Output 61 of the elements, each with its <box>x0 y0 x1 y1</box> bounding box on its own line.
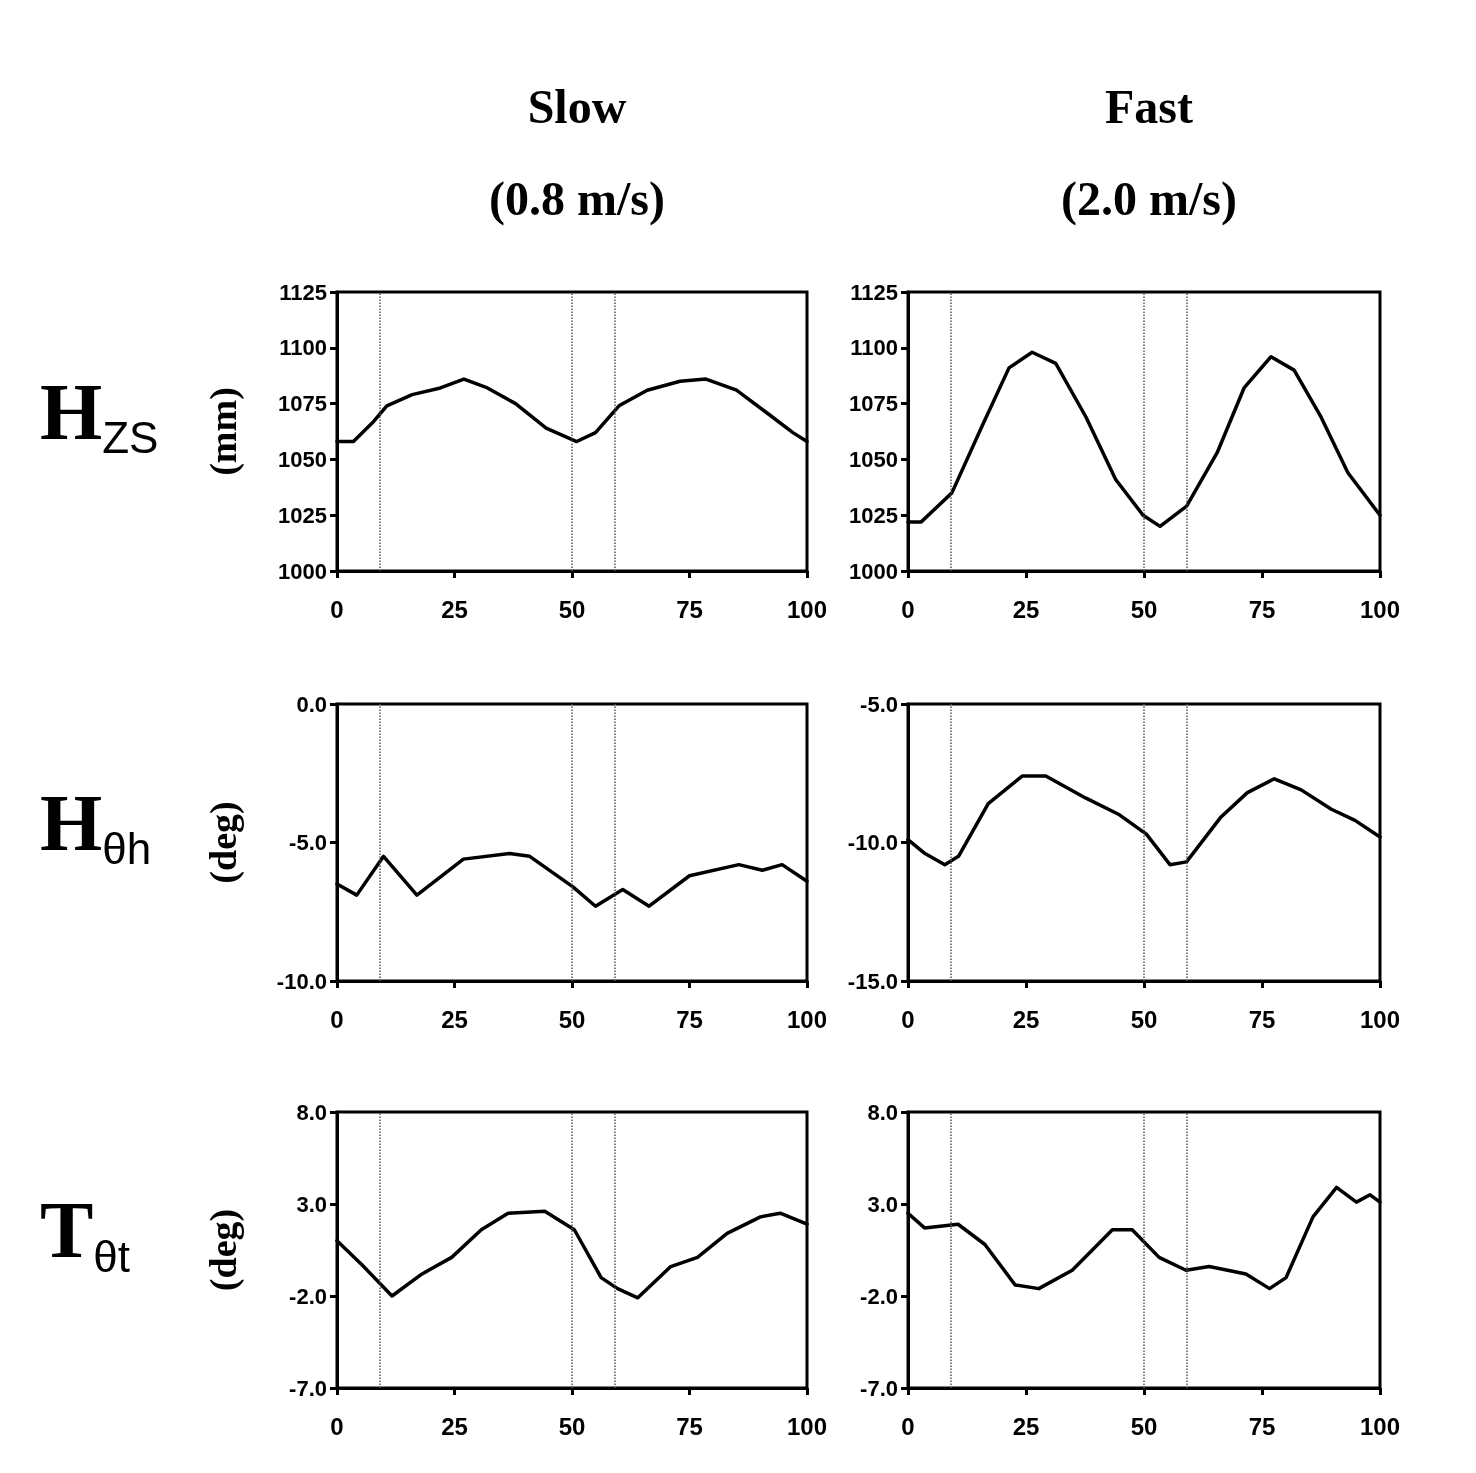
x-tick-label: 0 <box>330 595 344 623</box>
y-axis-title: (deg) <box>202 801 245 884</box>
y-tick-label: -15.0 <box>847 968 898 994</box>
y-tick-label: 3.0 <box>867 1191 898 1217</box>
y-tick-label: 8.0 <box>296 1099 327 1125</box>
y-tick-label: -10.0 <box>276 968 327 994</box>
y-tick-label: 1125 <box>279 279 327 305</box>
y-tick-label: 0.0 <box>296 691 327 717</box>
y-tick-label: 1050 <box>849 446 898 472</box>
y-tick-label: 1075 <box>849 391 898 417</box>
x-tick-label: 100 <box>1359 1412 1401 1440</box>
y-tick-label: 1050 <box>278 446 327 472</box>
y-tick-label: 1075 <box>278 391 327 417</box>
y-tick-label: -2.0 <box>289 1283 327 1309</box>
x-tick-label: 50 <box>558 1005 586 1033</box>
x-tick-label: 100 <box>1359 595 1401 623</box>
x-tick-label: 25 <box>441 595 468 623</box>
x-tick-label: 0 <box>330 1412 344 1440</box>
x-tick-label: 75 <box>676 1005 703 1033</box>
x-tick-label: 0 <box>901 1412 915 1440</box>
y-tick-label: 1125 <box>850 279 898 305</box>
x-tick-label: 100 <box>1359 1005 1401 1033</box>
y-tick-label: 1025 <box>278 502 327 528</box>
x-tick-label: 50 <box>1130 595 1158 623</box>
chart-title: Slow (0.8 m/s) <box>489 79 665 226</box>
x-tick-label: 100 <box>786 1005 828 1033</box>
x-tick-label: 75 <box>676 595 703 623</box>
x-tick-label: 50 <box>1130 1412 1158 1440</box>
y-axis-title: (mm) <box>202 387 245 476</box>
y-tick-label: -7.0 <box>289 1375 327 1401</box>
x-tick-label: 25 <box>441 1412 468 1440</box>
x-tick-label: 25 <box>1012 1005 1040 1033</box>
x-tick-label: 75 <box>676 1412 703 1440</box>
y-tick-label: -7.0 <box>860 1375 898 1401</box>
x-tick-label: 75 <box>1248 595 1276 623</box>
y-tick-label: -10.0 <box>847 830 898 855</box>
y-tick-label: 1100 <box>279 335 327 361</box>
y-tick-label: -2.0 <box>860 1283 898 1309</box>
y-tick-label: -5.0 <box>289 830 327 855</box>
x-tick-label: 0 <box>330 1005 344 1033</box>
x-tick-label: 25 <box>1012 595 1040 623</box>
x-tick-label: 50 <box>558 1412 586 1440</box>
x-tick-label: 75 <box>1248 1412 1276 1440</box>
x-tick-label: 25 <box>1012 1412 1040 1440</box>
x-tick-label: 100 <box>786 1412 828 1440</box>
y-tick-label: -5.0 <box>860 691 898 717</box>
x-tick-label: 25 <box>441 1005 468 1033</box>
x-tick-label: 0 <box>901 1005 915 1033</box>
x-tick-label: 50 <box>1130 1005 1158 1033</box>
x-tick-label: 0 <box>901 595 915 623</box>
x-tick-label: 50 <box>558 595 586 623</box>
y-tick-label: 8.0 <box>867 1099 898 1125</box>
chart-title: Fast (2.0 m/s) <box>1061 79 1237 226</box>
y-tick-label: 1000 <box>849 558 898 584</box>
y-tick-label: 3.0 <box>296 1191 327 1217</box>
x-tick-label: 75 <box>1248 1005 1276 1033</box>
y-tick-label: 1025 <box>849 502 898 528</box>
x-tick-label: 100 <box>786 595 828 623</box>
y-axis-title: (deg) <box>202 1208 245 1292</box>
y-tick-label: 1100 <box>850 335 898 361</box>
y-tick-label: 1000 <box>278 558 327 584</box>
